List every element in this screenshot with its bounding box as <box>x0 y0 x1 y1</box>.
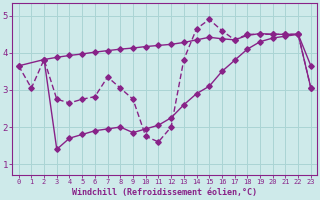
X-axis label: Windchill (Refroidissement éolien,°C): Windchill (Refroidissement éolien,°C) <box>72 188 257 197</box>
